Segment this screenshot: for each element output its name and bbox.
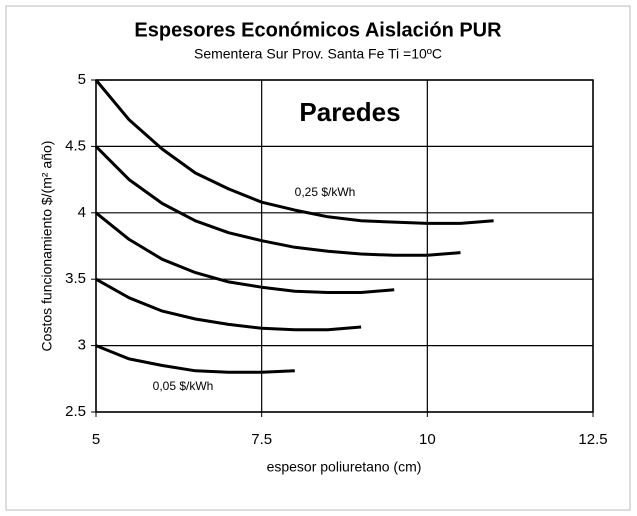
annotation: 0,05 $/kWh [153,379,214,393]
curve [94,145,461,257]
curve [95,344,295,374]
x-tick-label: 12.5 [578,431,607,448]
x-tick-label: 5 [92,431,100,448]
y-tick-label: 4 [78,204,86,221]
y-tick-label: 3 [78,337,86,354]
chart-subtitle: Sementera Sur Prov. Santa Fe Ti =10ºC [194,46,442,62]
curve [95,211,395,294]
plot-area [95,79,594,413]
y-tick-label: 5 [78,71,86,88]
y-tick-label: 3.5 [65,270,86,287]
y-tick-label: 2.5 [65,403,86,420]
curve [94,79,494,225]
annotation: 0,25 $/kWh [295,185,356,199]
y-axis-label: Costos funcionamiento $/(m² año) [39,141,55,352]
curve [95,277,362,332]
x-tick-label: 7.5 [251,431,272,448]
annotation: Paredes [299,97,400,127]
y-tick-label: 4.5 [65,137,86,154]
chart-title: Espesores Económicos Aislación PUR [134,19,502,41]
x-tick-label: 10 [419,431,436,448]
x-axis-label: espesor poliuretano (cm) [267,459,422,475]
